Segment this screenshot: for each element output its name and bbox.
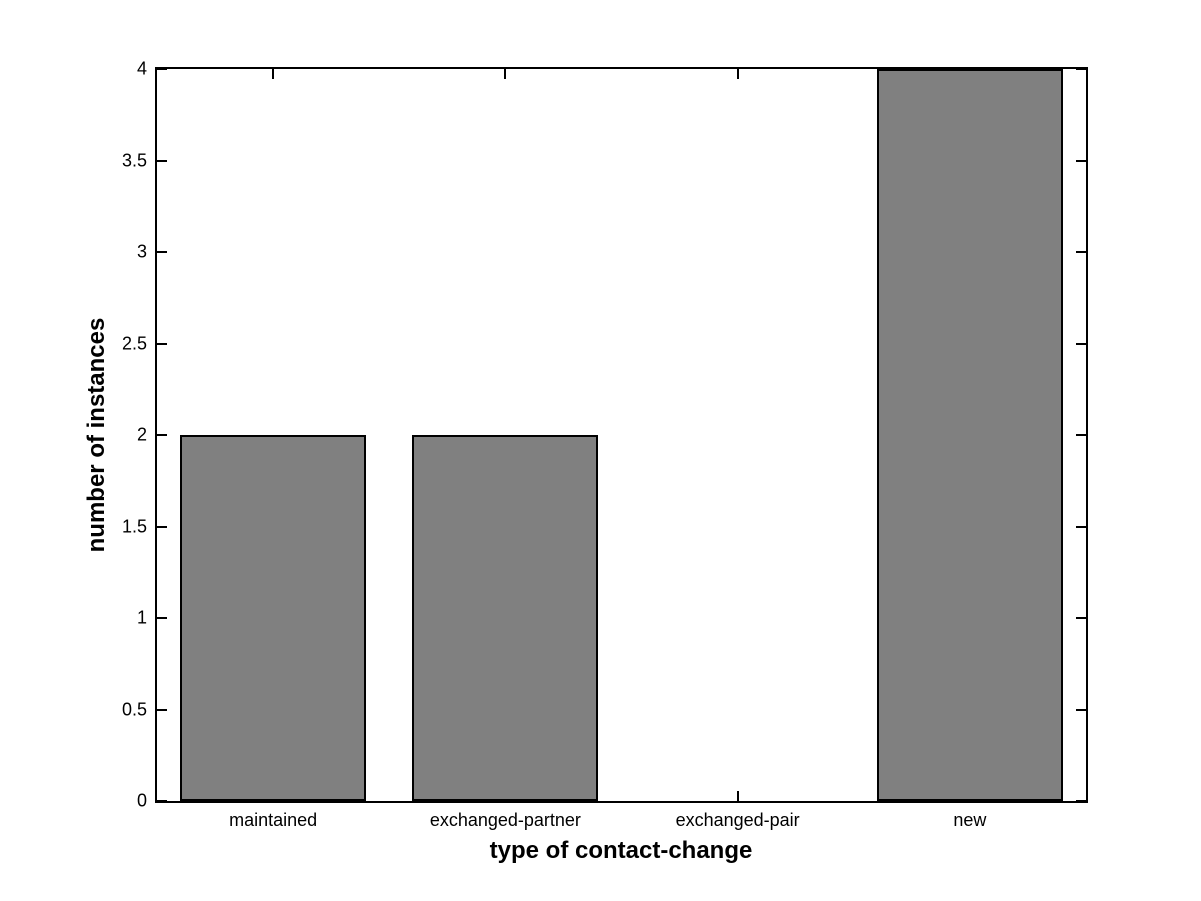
y-axis-tick-left	[157, 525, 167, 528]
x-tick-label-exchanged-partner: exchanged-partner	[429, 810, 581, 830]
y-axis-tick-left	[157, 800, 167, 802]
x-axis-tick-top	[272, 69, 275, 79]
x-axis-tick-top	[736, 69, 739, 79]
y-axis-tick-left	[157, 159, 167, 162]
y-tick-label: 0	[136, 790, 147, 811]
y-tick-label: 3.5	[121, 150, 147, 170]
y-axis-tick-right	[1076, 525, 1086, 528]
y-axis-tick-right	[1076, 617, 1086, 619]
y-tick-label: 2	[136, 424, 147, 445]
y-axis-tick-left	[157, 251, 167, 253]
y-axis-tick-right	[1076, 800, 1086, 802]
y-tick-label: 1.5	[121, 516, 147, 536]
y-tick-label: 4	[136, 58, 147, 79]
bar-maintained	[180, 435, 367, 801]
y-axis-label: number of instances	[83, 317, 110, 553]
y-axis-tick-right	[1076, 434, 1086, 436]
bar-exchanged-partner	[412, 435, 599, 801]
y-axis-tick-right	[1076, 68, 1086, 70]
y-tick-label: 3	[136, 241, 147, 262]
y-axis-tick-right	[1076, 251, 1086, 253]
x-axis-label: type of contact-change	[489, 837, 753, 864]
bar-new	[876, 69, 1063, 801]
x-tick-label-new: new	[953, 810, 987, 830]
y-axis-tick-left	[157, 68, 167, 70]
y-axis-tick-right	[1076, 159, 1086, 162]
y-tick-label: 2.5	[121, 333, 147, 353]
x-tick-label-maintained: maintained	[229, 810, 318, 830]
x-axis-tick-bottom	[736, 791, 739, 801]
y-tick-label: 1	[136, 607, 147, 628]
y-axis-tick-right	[1076, 342, 1086, 345]
y-axis-tick-left	[157, 708, 167, 711]
y-axis-tick-right	[1076, 708, 1086, 711]
y-tick-label: 0.5	[121, 699, 147, 719]
y-axis-tick-left	[157, 342, 167, 345]
y-axis-tick-left	[157, 617, 167, 619]
bars-layer	[157, 69, 1086, 801]
x-tick-label-exchanged-pair: exchanged-pair	[675, 810, 800, 830]
plot-area	[155, 67, 1088, 803]
y-axis-tick-left	[157, 434, 167, 436]
x-axis-tick-top	[504, 69, 507, 79]
